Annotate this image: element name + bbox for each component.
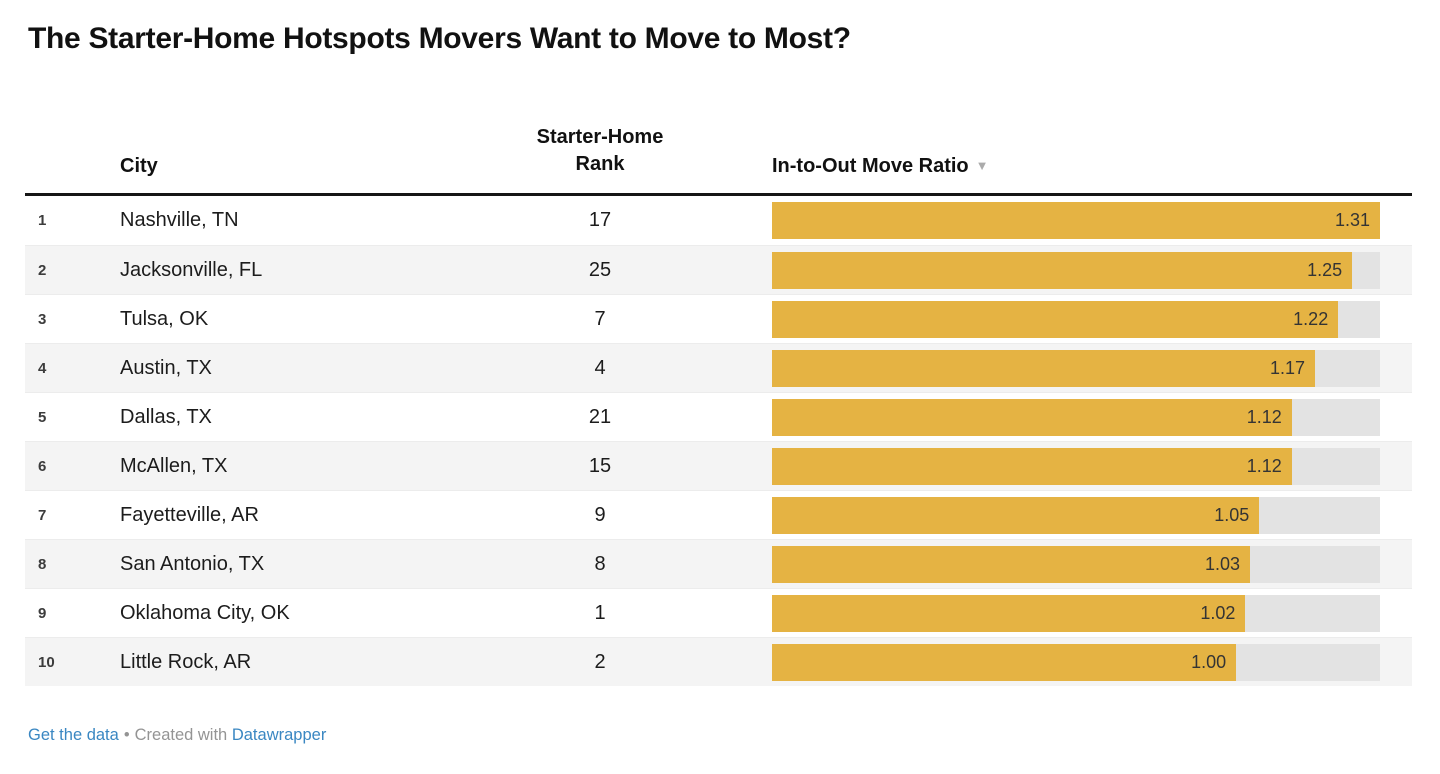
ratio-bar-cell: 1.02	[772, 594, 1412, 632]
row-index: 4	[38, 359, 47, 377]
city-cell: Little Rock, AR	[120, 650, 252, 673]
city-cell: Dallas, TX	[120, 405, 212, 428]
bar-track: 1.00	[772, 643, 1380, 681]
row-index: 9	[38, 604, 47, 622]
table-row: 6 McAllen, TX 15 1.12	[25, 441, 1412, 490]
table-row: 2 Jacksonville, FL 25 1.25	[25, 245, 1412, 294]
table-row: 7 Fayetteville, AR 9 1.05	[25, 490, 1412, 539]
ratio-bar: 1.02	[772, 594, 1246, 632]
table-row: 3 Tulsa, OK 7 1.22	[25, 294, 1412, 343]
bar-track: 1.17	[772, 349, 1380, 387]
table-row: 8 San Antonio, TX 8 1.03	[25, 539, 1412, 588]
column-header-ratio[interactable]: In-to-Out Move Ratio ▼	[772, 155, 1412, 178]
row-index: 3	[38, 310, 47, 328]
starter-home-rank-cell: 2	[594, 650, 606, 673]
table-header-row: City Starter-Home Rank In-to-Out Move Ra…	[25, 104, 1412, 196]
ratio-bar-cell: 1.12	[772, 398, 1412, 436]
column-header-ratio-label: In-to-Out Move Ratio	[772, 155, 969, 177]
column-header-rank-line2: Rank	[575, 153, 625, 175]
city-cell: Fayetteville, AR	[120, 503, 259, 526]
city-cell: Oklahoma City, OK	[120, 601, 290, 624]
ratio-bar-cell: 1.03	[772, 545, 1412, 583]
ratio-value-label: 1.12	[1246, 455, 1282, 476]
ratio-value-label: 1.17	[1269, 357, 1306, 378]
get-the-data-link[interactable]: Get the data	[28, 726, 119, 744]
ratio-value-label: 1.05	[1214, 504, 1250, 525]
ratio-bar: 1.12	[772, 398, 1292, 436]
footer-created-with: Created with	[134, 726, 228, 744]
ratio-bar-cell: 1.00	[772, 643, 1412, 681]
ratio-bar: 1.22	[772, 300, 1339, 338]
table-row: 9 Oklahoma City, OK 1 1.02	[25, 588, 1412, 637]
datawrapper-link[interactable]: Datawrapper	[231, 726, 327, 744]
city-cell: Nashville, TN	[120, 209, 239, 231]
row-index: 10	[38, 653, 55, 671]
ratio-value-label: 1.22	[1293, 308, 1329, 329]
ratio-value-label: 1.02	[1200, 602, 1236, 623]
row-index: 7	[38, 506, 47, 524]
chart-title: The Starter-Home Hotspots Movers Want to…	[28, 22, 851, 55]
ratio-bar: 1.25	[772, 251, 1353, 289]
row-index: 8	[38, 555, 47, 573]
starter-home-rank-cell: 1	[594, 601, 606, 624]
ratio-bar: 1.05	[772, 496, 1260, 534]
ratio-bar-cell: 1.31	[772, 202, 1412, 239]
bar-track: 1.12	[772, 447, 1380, 485]
city-cell: Tulsa, OK	[120, 307, 209, 330]
table-row: 5 Dallas, TX 21 1.12	[25, 392, 1412, 441]
row-index: 1	[38, 212, 47, 229]
table-row: 1 Nashville, TN 17 1.31	[25, 196, 1412, 245]
table-row: 4 Austin, TX 4 1.17	[25, 343, 1412, 392]
bar-track: 1.31	[772, 202, 1380, 239]
ratio-value-label: 1.31	[1334, 210, 1370, 230]
row-index: 5	[38, 408, 47, 426]
ratio-bar: 1.12	[772, 447, 1292, 485]
bar-track: 1.12	[772, 398, 1380, 436]
table-row: 10 Little Rock, AR 2 1.00	[25, 637, 1412, 686]
ratio-bar-cell: 1.05	[772, 496, 1412, 534]
sort-descending-icon[interactable]: ▼	[975, 158, 989, 173]
bar-track: 1.22	[772, 300, 1380, 338]
ratio-bar-cell: 1.25	[772, 251, 1412, 289]
column-header-rank-line1: Starter-Home	[536, 126, 664, 148]
ratio-value-label: 1.00	[1191, 651, 1227, 672]
table-body: 1 Nashville, TN 17 1.31 2 Jacksonville, …	[25, 196, 1412, 686]
ratio-bar-cell: 1.12	[772, 447, 1412, 485]
ratio-value-label: 1.03	[1204, 553, 1241, 574]
ratio-bar-cell: 1.17	[772, 349, 1412, 387]
starter-home-rank-cell: 25	[588, 258, 612, 281]
column-header-starter-home-rank[interactable]: Starter-Home Rank	[510, 124, 690, 178]
ratio-value-label: 1.12	[1246, 406, 1282, 427]
ratio-bar: 1.00	[772, 643, 1237, 681]
ratio-bar: 1.03	[772, 545, 1251, 583]
city-cell: Jacksonville, FL	[120, 258, 263, 281]
starter-home-rank-cell: 7	[594, 307, 606, 330]
starter-home-rank-cell: 21	[588, 405, 612, 428]
starter-home-rank-cell: 17	[588, 209, 612, 231]
starter-home-rank-cell: 15	[588, 454, 612, 477]
ratio-bar-cell: 1.22	[772, 300, 1412, 338]
bar-track: 1.02	[772, 594, 1380, 632]
ratio-value-label: 1.25	[1307, 259, 1343, 280]
bar-track: 1.05	[772, 496, 1380, 534]
data-table: City Starter-Home Rank In-to-Out Move Ra…	[25, 104, 1412, 686]
ratio-bar: 1.31	[772, 202, 1380, 239]
bar-track: 1.25	[772, 251, 1380, 289]
row-index: 6	[38, 457, 47, 475]
row-index: 2	[38, 261, 47, 279]
starter-home-rank-cell: 4	[594, 356, 606, 379]
ratio-bar: 1.17	[772, 349, 1316, 387]
starter-home-rank-cell: 9	[594, 503, 606, 526]
starter-home-rank-cell: 8	[594, 552, 606, 575]
bar-track: 1.03	[772, 545, 1380, 583]
footer: Get the data • Created with Datawrapper	[28, 726, 326, 745]
city-cell: San Antonio, TX	[120, 552, 265, 575]
city-cell: Austin, TX	[120, 356, 212, 379]
footer-separator: •	[123, 726, 130, 744]
column-header-city[interactable]: City	[120, 155, 158, 177]
city-cell: McAllen, TX	[120, 454, 228, 477]
